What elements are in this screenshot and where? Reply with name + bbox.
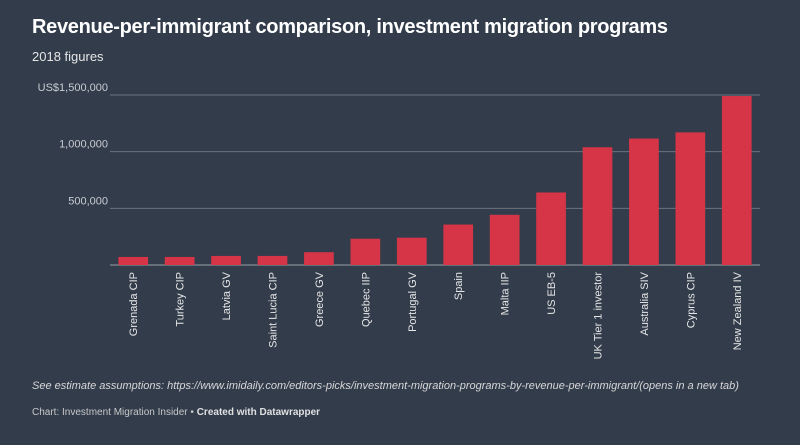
y-tick-label: US$1,500,000 (38, 82, 108, 94)
x-tick-label: New Zealand IV (732, 271, 744, 350)
x-tick-label: Quebec IIP (360, 272, 372, 327)
footnote: See estimate assumptions: https://www.im… (32, 380, 739, 392)
bar (396, 237, 427, 265)
separator: • (190, 407, 194, 418)
bar (257, 255, 288, 265)
bar (675, 132, 706, 265)
credit-line: Chart: Investment Migration Insider • Cr… (32, 407, 320, 418)
x-tick-label: Saint Lucia CIP (268, 272, 280, 348)
bar (536, 192, 566, 265)
bar (721, 96, 752, 266)
chart-subtitle: 2018 figures (32, 49, 104, 64)
x-tick-label: Malta IIP (500, 272, 512, 315)
x-tick-label: Turkey CIP (175, 272, 187, 327)
x-tick-label: UK Tier 1 investor (593, 272, 605, 360)
x-tick-label: Cyprus CIP (685, 272, 697, 328)
bar (304, 252, 334, 265)
x-tick-label: Portugal GV (407, 271, 419, 332)
bar-chart: 500,000 1,000,000 US$1,500,000 Grenada CIP T… (38, 82, 760, 360)
y-tick-label: 500,000 (68, 195, 108, 207)
bar (582, 147, 613, 265)
x-tick-label: Grenada CIP (128, 272, 140, 336)
bar (211, 255, 241, 265)
bar (489, 214, 520, 265)
x-tick-label: Latvia GV (221, 271, 233, 320)
bar (629, 138, 659, 265)
bar (118, 256, 149, 265)
x-tick-label: US EB-5 (546, 272, 558, 315)
datawrapper-link[interactable]: Created with Datawrapper (196, 407, 321, 418)
source-text: Chart: Investment Migration Insider (32, 407, 188, 418)
bar (443, 224, 474, 265)
x-tick-label: Australia SIV (639, 271, 651, 335)
bar (350, 238, 381, 265)
y-tick-label: 1,000,000 (59, 139, 108, 151)
x-tick-label: Spain (453, 272, 465, 300)
chart-title: Revenue-per-immigrant comparison, invest… (32, 16, 668, 38)
x-tick-label: Greece GV (314, 271, 326, 327)
bar (164, 256, 195, 265)
